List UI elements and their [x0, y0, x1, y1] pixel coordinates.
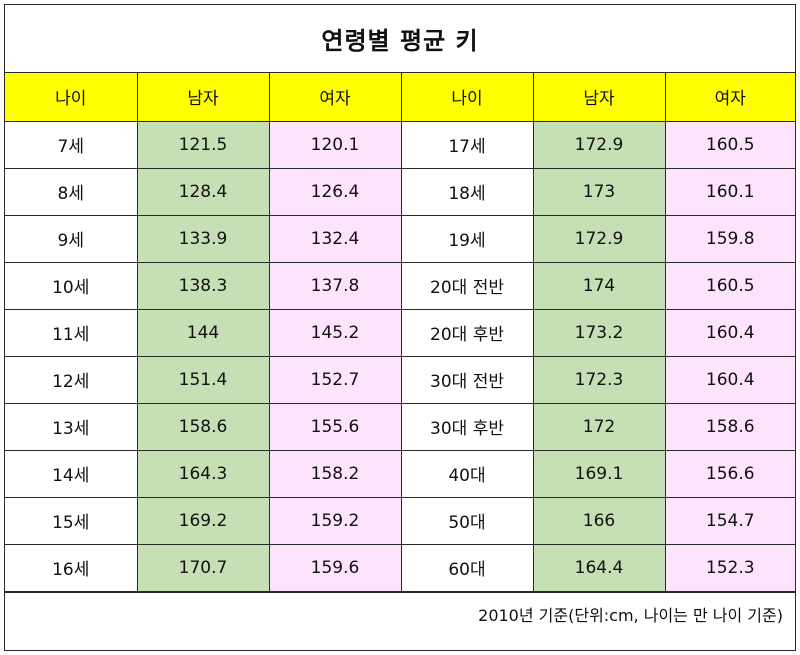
age-cell: 60대 [400, 543, 534, 592]
female-height-cell: 137.8 [268, 261, 402, 310]
age-cell: 17세 [400, 120, 534, 169]
male-height-cell: 164.4 [532, 543, 666, 592]
table-row: 8세 128.4 126.4 18세 173 160.1 [5, 167, 795, 216]
height-table: 나이 남자 여자 나이 남자 여자 7세 121.5 120.1 17세 172… [5, 73, 795, 592]
age-cell: 13세 [5, 402, 138, 451]
female-height-cell: 155.6 [268, 402, 402, 451]
female-height-cell: 156.6 [664, 449, 795, 498]
male-height-cell: 138.3 [136, 261, 270, 310]
header-female-right: 여자 [664, 73, 795, 122]
table-row: 16세 170.7 159.6 60대 164.4 152.3 [5, 543, 795, 592]
female-height-cell: 152.3 [664, 543, 795, 592]
male-height-cell: 166 [532, 496, 666, 545]
header-age-right: 나이 [400, 73, 534, 122]
male-height-cell: 164.3 [136, 449, 270, 498]
age-cell: 12세 [5, 355, 138, 404]
male-height-cell: 170.7 [136, 543, 270, 592]
male-height-cell: 174 [532, 261, 666, 310]
male-height-cell: 144 [136, 308, 270, 357]
table-row: 12세 151.4 152.7 30대 전반 172.3 160.4 [5, 355, 795, 404]
male-height-cell: 172.9 [532, 120, 666, 169]
age-cell: 30대 후반 [400, 402, 534, 451]
height-table-sheet: 연령별 평균 키 나이 남자 여자 나이 남자 여자 7세 121.5 120.… [4, 4, 796, 651]
table-row: 14세 164.3 158.2 40대 169.1 156.6 [5, 449, 795, 498]
table-row: 7세 121.5 120.1 17세 172.9 160.5 [5, 120, 795, 169]
header-row: 나이 남자 여자 나이 남자 여자 [5, 73, 795, 122]
female-height-cell: 160.5 [664, 120, 795, 169]
table-title: 연령별 평균 키 [5, 5, 795, 73]
age-cell: 50대 [400, 496, 534, 545]
age-cell: 11세 [5, 308, 138, 357]
female-height-cell: 160.4 [664, 355, 795, 404]
header-female-left: 여자 [268, 73, 402, 122]
age-cell: 18세 [400, 167, 534, 216]
female-height-cell: 159.2 [268, 496, 402, 545]
table-row: 9세 133.9 132.4 19세 172.9 159.8 [5, 214, 795, 263]
age-cell: 10세 [5, 261, 138, 310]
table-row: 11세 144 145.2 20대 후반 173.2 160.4 [5, 308, 795, 357]
age-cell: 15세 [5, 496, 138, 545]
age-cell: 40대 [400, 449, 534, 498]
age-cell: 7세 [5, 120, 138, 169]
male-height-cell: 172 [532, 402, 666, 451]
age-cell: 14세 [5, 449, 138, 498]
male-height-cell: 172.9 [532, 214, 666, 263]
female-height-cell: 158.6 [664, 402, 795, 451]
age-cell: 30대 전반 [400, 355, 534, 404]
age-cell: 20대 후반 [400, 308, 534, 357]
male-height-cell: 172.3 [532, 355, 666, 404]
female-height-cell: 160.1 [664, 167, 795, 216]
header-male-right: 남자 [532, 73, 666, 122]
male-height-cell: 169.1 [532, 449, 666, 498]
male-height-cell: 173.2 [532, 308, 666, 357]
male-height-cell: 128.4 [136, 167, 270, 216]
female-height-cell: 152.7 [268, 355, 402, 404]
age-cell: 19세 [400, 214, 534, 263]
age-cell: 9세 [5, 214, 138, 263]
age-cell: 20대 전반 [400, 261, 534, 310]
female-height-cell: 160.5 [664, 261, 795, 310]
table-row: 13세 158.6 155.6 30대 후반 172 158.6 [5, 402, 795, 451]
male-height-cell: 169.2 [136, 496, 270, 545]
female-height-cell: 159.6 [268, 543, 402, 592]
footnote: 2010년 기준(단위:cm, 나이는 만 나이 기준) [5, 591, 795, 635]
male-height-cell: 158.6 [136, 402, 270, 451]
female-height-cell: 158.2 [268, 449, 402, 498]
female-height-cell: 120.1 [268, 120, 402, 169]
female-height-cell: 145.2 [268, 308, 402, 357]
female-height-cell: 126.4 [268, 167, 402, 216]
male-height-cell: 151.4 [136, 355, 270, 404]
age-cell: 16세 [5, 543, 138, 592]
header-age-left: 나이 [5, 73, 138, 122]
table-row: 15세 169.2 159.2 50대 166 154.7 [5, 496, 795, 545]
female-height-cell: 132.4 [268, 214, 402, 263]
female-height-cell: 159.8 [664, 214, 795, 263]
header-male-left: 남자 [136, 73, 270, 122]
male-height-cell: 173 [532, 167, 666, 216]
male-height-cell: 121.5 [136, 120, 270, 169]
age-cell: 8세 [5, 167, 138, 216]
female-height-cell: 154.7 [664, 496, 795, 545]
table-row: 10세 138.3 137.8 20대 전반 174 160.5 [5, 261, 795, 310]
female-height-cell: 160.4 [664, 308, 795, 357]
male-height-cell: 133.9 [136, 214, 270, 263]
